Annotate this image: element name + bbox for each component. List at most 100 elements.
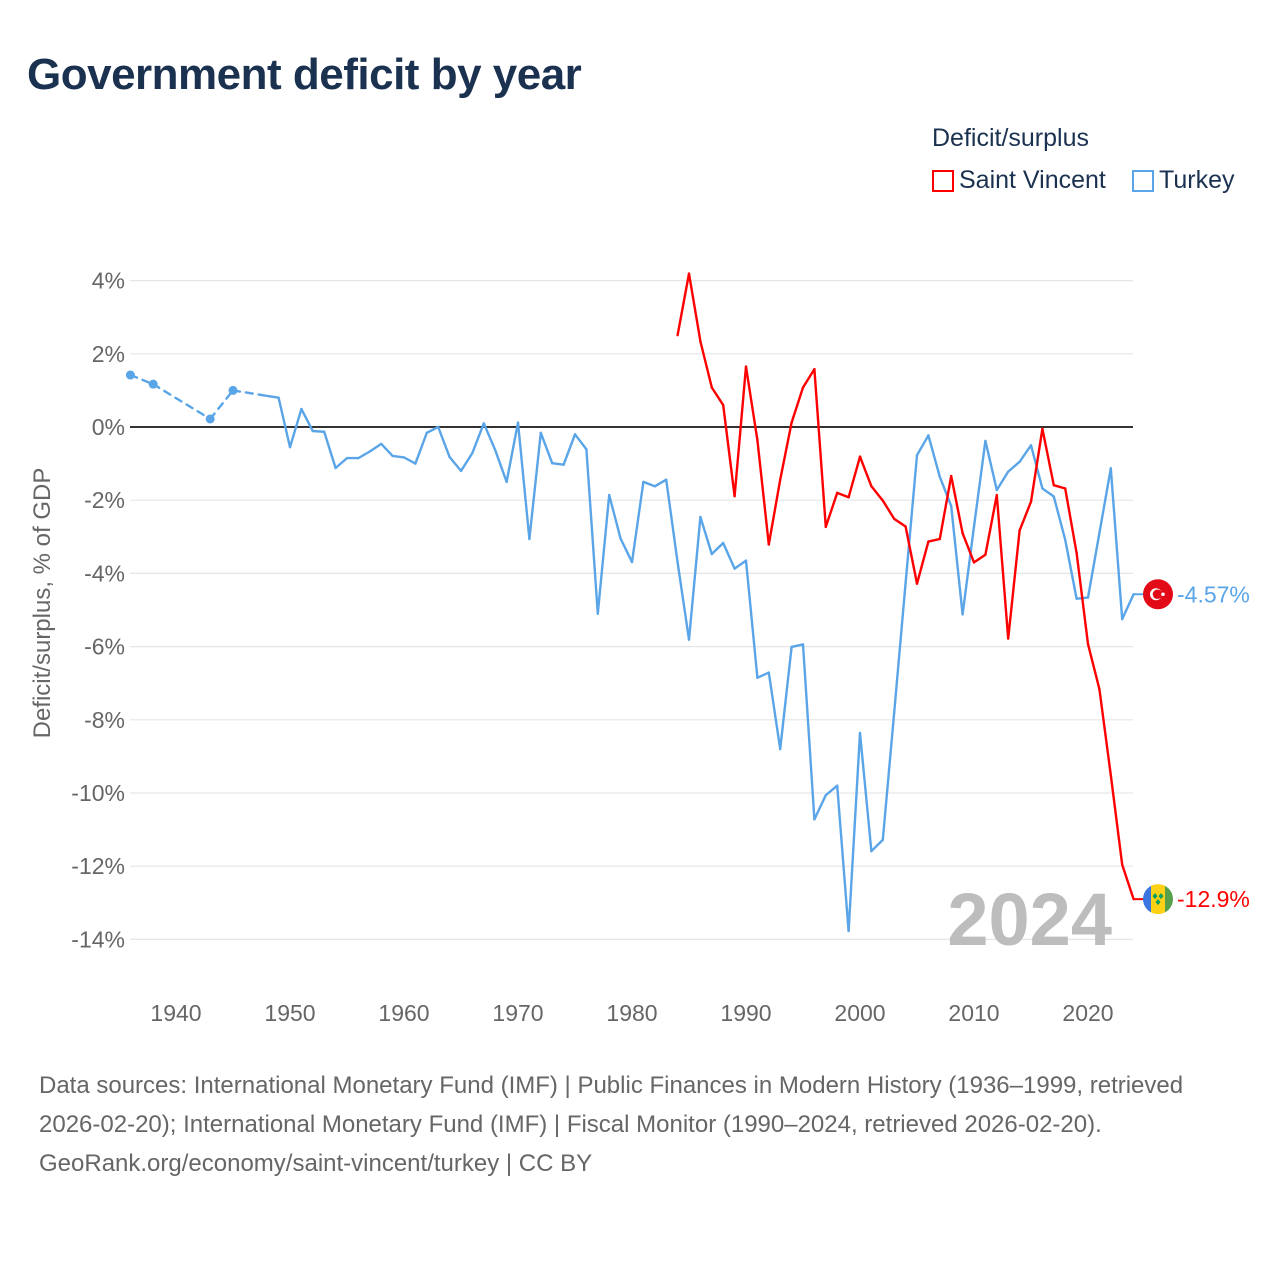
data-point[interactable] bbox=[892, 517, 896, 521]
data-point[interactable] bbox=[322, 430, 326, 434]
data-point[interactable] bbox=[311, 429, 315, 433]
data-point[interactable] bbox=[596, 612, 600, 616]
data-point[interactable] bbox=[847, 929, 851, 933]
data-point[interactable] bbox=[1109, 773, 1113, 777]
data-point[interactable] bbox=[391, 454, 395, 458]
data-point[interactable] bbox=[1097, 687, 1101, 691]
data-point[interactable] bbox=[584, 447, 588, 451]
data-point[interactable] bbox=[881, 838, 885, 842]
data-point[interactable] bbox=[972, 560, 976, 564]
credit-link[interactable]: GeoRank.org/economy/saint-vincent/turkey… bbox=[39, 1150, 593, 1177]
data-point[interactable] bbox=[721, 541, 725, 545]
data-point[interactable] bbox=[205, 414, 215, 424]
data-point[interactable] bbox=[356, 456, 360, 460]
data-point[interactable] bbox=[1097, 531, 1101, 535]
data-point[interactable] bbox=[664, 478, 668, 482]
data-point[interactable] bbox=[470, 451, 474, 455]
data-point[interactable] bbox=[881, 499, 885, 503]
data-point[interactable] bbox=[562, 463, 566, 467]
data-point[interactable] bbox=[368, 450, 372, 454]
data-point[interactable] bbox=[858, 731, 862, 735]
data-point[interactable] bbox=[148, 379, 158, 389]
data-point[interactable] bbox=[698, 515, 702, 519]
data-point[interactable] bbox=[835, 784, 839, 788]
data-point[interactable] bbox=[949, 504, 953, 508]
data-point[interactable] bbox=[915, 582, 919, 586]
data-point[interactable] bbox=[436, 425, 440, 429]
data-point[interactable] bbox=[812, 367, 816, 371]
data-point[interactable] bbox=[1040, 486, 1044, 490]
data-point[interactable] bbox=[299, 407, 303, 411]
data-point[interactable] bbox=[345, 456, 349, 460]
data-point[interactable] bbox=[687, 272, 691, 276]
legend-item-turkey[interactable]: Turkey bbox=[1132, 166, 1234, 195]
data-point[interactable] bbox=[1086, 596, 1090, 600]
data-point[interactable] bbox=[228, 385, 238, 395]
data-point[interactable] bbox=[915, 453, 919, 457]
data-point[interactable] bbox=[972, 525, 976, 529]
data-point[interactable] bbox=[801, 642, 805, 646]
data-point[interactable] bbox=[710, 552, 714, 556]
data-point[interactable] bbox=[334, 466, 338, 470]
data-point[interactable] bbox=[733, 494, 737, 498]
data-point[interactable] bbox=[277, 396, 281, 400]
data-point[interactable] bbox=[904, 525, 908, 529]
data-point[interactable] bbox=[413, 462, 417, 466]
data-point[interactable] bbox=[938, 475, 942, 479]
data-point[interactable] bbox=[926, 540, 930, 544]
data-point[interactable] bbox=[869, 484, 873, 488]
data-point[interactable] bbox=[1018, 529, 1022, 533]
data-point[interactable] bbox=[1018, 460, 1022, 464]
data-point[interactable] bbox=[698, 339, 702, 343]
data-point[interactable] bbox=[1075, 551, 1079, 555]
data-point[interactable] bbox=[835, 491, 839, 495]
data-point[interactable] bbox=[641, 480, 645, 484]
data-point[interactable] bbox=[573, 432, 577, 436]
data-point[interactable] bbox=[744, 559, 748, 563]
data-point[interactable] bbox=[744, 365, 748, 369]
data-point[interactable] bbox=[767, 671, 771, 675]
data-point[interactable] bbox=[938, 537, 942, 541]
data-point[interactable] bbox=[379, 442, 383, 446]
data-point[interactable] bbox=[448, 455, 452, 459]
data-point[interactable] bbox=[1120, 863, 1124, 867]
data-point[interactable] bbox=[630, 560, 634, 564]
data-point[interactable] bbox=[1052, 483, 1056, 487]
data-point[interactable] bbox=[1075, 597, 1079, 601]
data-point[interactable] bbox=[550, 461, 554, 465]
data-point[interactable] bbox=[425, 431, 429, 435]
data-point[interactable] bbox=[1040, 427, 1044, 431]
data-point[interactable] bbox=[516, 421, 520, 425]
data-point[interactable] bbox=[402, 455, 406, 459]
data-point[interactable] bbox=[755, 676, 759, 680]
data-point[interactable] bbox=[983, 439, 987, 443]
data-point[interactable] bbox=[482, 421, 486, 425]
data-point[interactable] bbox=[755, 438, 759, 442]
data-point[interactable] bbox=[653, 484, 657, 488]
data-point[interactable] bbox=[539, 431, 543, 435]
data-point[interactable] bbox=[721, 403, 725, 407]
data-point[interactable] bbox=[1109, 466, 1113, 470]
data-point[interactable] bbox=[459, 469, 463, 473]
data-point[interactable] bbox=[801, 385, 805, 389]
data-point[interactable] bbox=[493, 448, 497, 452]
data-point[interactable] bbox=[676, 333, 680, 337]
data-point[interactable] bbox=[778, 747, 782, 751]
data-point[interactable] bbox=[687, 638, 691, 642]
data-point[interactable] bbox=[983, 553, 987, 557]
data-point[interactable] bbox=[824, 525, 828, 529]
data-point[interactable] bbox=[892, 710, 896, 714]
data-point[interactable] bbox=[869, 849, 873, 853]
data-point[interactable] bbox=[710, 385, 714, 389]
data-point[interactable] bbox=[995, 493, 999, 497]
data-point[interactable] bbox=[505, 480, 509, 484]
data-point[interactable] bbox=[125, 370, 135, 380]
data-point[interactable] bbox=[824, 793, 828, 797]
data-point[interactable] bbox=[961, 612, 965, 616]
data-point[interactable] bbox=[847, 495, 851, 499]
data-point[interactable] bbox=[1006, 637, 1010, 641]
legend-item-saint-vincent[interactable]: Saint Vincent bbox=[932, 166, 1106, 195]
data-point[interactable] bbox=[961, 531, 965, 535]
data-point[interactable] bbox=[619, 537, 623, 541]
data-point[interactable] bbox=[1086, 642, 1090, 646]
